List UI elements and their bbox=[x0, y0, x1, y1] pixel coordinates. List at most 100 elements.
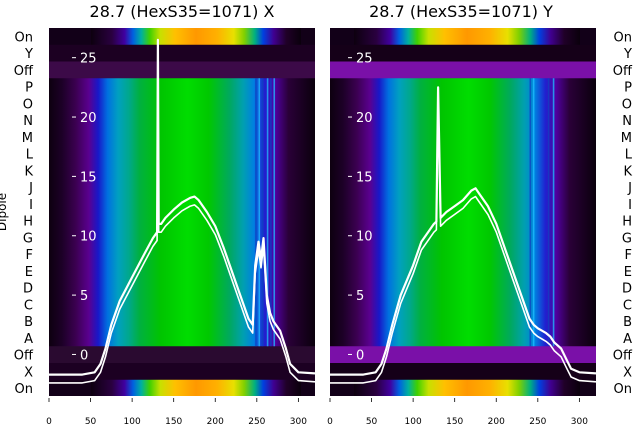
heatmap-row-x bbox=[330, 363, 596, 381]
heatmap-row-on bbox=[91, 379, 301, 396]
row-label: K bbox=[623, 164, 632, 179]
overlay-y-ticks: 0 5 10 15 20 25 bbox=[72, 52, 97, 363]
row-label: B bbox=[623, 315, 632, 330]
streak bbox=[529, 78, 532, 347]
row-label: I bbox=[628, 198, 632, 213]
heatmap-row-y bbox=[49, 44, 315, 63]
heatmap-row-j bbox=[49, 178, 315, 197]
row-label: P bbox=[624, 81, 632, 96]
x-tick-label: 50 bbox=[366, 417, 378, 427]
row-label: L bbox=[26, 148, 34, 163]
heatmap-row-o bbox=[49, 95, 315, 113]
row-label: Y bbox=[24, 47, 33, 62]
row-label: On bbox=[15, 30, 33, 45]
heatmap-row-h bbox=[330, 212, 596, 230]
x-tick-label: 200 bbox=[207, 417, 224, 427]
row-label: Y bbox=[623, 47, 632, 62]
overlay-tick-label: 10 bbox=[356, 230, 373, 245]
row-label: H bbox=[23, 215, 33, 230]
x-tick-label: 100 bbox=[405, 417, 422, 427]
x-tick-label: 0 bbox=[327, 417, 333, 427]
x-tick-label: 150 bbox=[446, 417, 463, 427]
heatmap-panel-y: 28.7 (HexS35=1071) Y On Y Off PONMLKJIHGFED… bbox=[327, 2, 633, 427]
heatmap-row-off bbox=[49, 346, 315, 364]
heatmap-row-c bbox=[49, 296, 315, 314]
overlay-curve bbox=[49, 38, 315, 376]
streak bbox=[547, 78, 550, 347]
overlay-tick-label: 5 bbox=[356, 289, 364, 304]
overlay-tick-label: 0 bbox=[80, 348, 88, 363]
overlay-curve-band bbox=[49, 47, 315, 384]
row-label: M bbox=[621, 131, 632, 146]
heatmap-streaks bbox=[529, 78, 555, 347]
streak bbox=[273, 78, 276, 347]
row-label: L bbox=[625, 148, 633, 163]
heatmap-cells bbox=[330, 28, 596, 396]
heatmap-row-n bbox=[49, 111, 315, 130]
row-label: I bbox=[29, 198, 33, 213]
overlay-tick-label: 25 bbox=[356, 52, 373, 67]
row-label: Off bbox=[613, 349, 633, 364]
overlay-tick-label: 15 bbox=[356, 170, 373, 185]
streak bbox=[261, 78, 264, 347]
row-label: M bbox=[22, 131, 33, 146]
row-label: On bbox=[15, 382, 33, 397]
x-tick-label: 50 bbox=[85, 417, 97, 427]
x-tick-label: 250 bbox=[248, 417, 265, 427]
heatmap-row-off bbox=[330, 346, 596, 364]
row-label: O bbox=[622, 97, 632, 112]
streak bbox=[255, 78, 257, 347]
heatmap-row-d bbox=[330, 279, 596, 297]
overlay-tick-label: 20 bbox=[356, 111, 373, 126]
streak bbox=[270, 78, 272, 347]
row-label: Off bbox=[613, 64, 633, 79]
heatmap-row-a bbox=[49, 329, 315, 347]
heatmap-row-b bbox=[49, 312, 315, 331]
row-label: E bbox=[624, 265, 632, 280]
heatmap-row-o bbox=[330, 95, 596, 113]
x-tick-label: 200 bbox=[488, 417, 505, 427]
heatmap-row-p bbox=[49, 78, 315, 96]
x-axis-ticks: 0 50 100 150 200 250 300 bbox=[327, 398, 588, 427]
row-label: On bbox=[614, 382, 632, 397]
chart-title: 28.7 (HexS35=1071) Y bbox=[369, 2, 553, 21]
heatmap-row-p bbox=[330, 78, 596, 96]
heatmap-row-i bbox=[49, 195, 315, 213]
heatmap-row-off bbox=[330, 61, 596, 79]
heatmap-row-off bbox=[49, 61, 315, 79]
row-label: G bbox=[622, 231, 632, 246]
streak bbox=[266, 78, 269, 347]
heatmap-row-on bbox=[354, 28, 580, 46]
row-label: N bbox=[23, 114, 33, 129]
row-label: F bbox=[625, 248, 632, 263]
heatmap-panel-x: 28.7 (HexS35=1071) X Dipole On Y Off PONMLK… bbox=[0, 2, 315, 427]
row-label: A bbox=[24, 332, 33, 347]
heatmap-row-g bbox=[49, 229, 315, 247]
overlay-tick-label: 15 bbox=[80, 170, 97, 185]
overlay-curve bbox=[330, 86, 596, 376]
row-label: J bbox=[627, 181, 632, 196]
heatmap-row-c bbox=[330, 296, 596, 314]
streak bbox=[258, 78, 261, 347]
overlay-tick-label: 20 bbox=[80, 111, 97, 126]
row-label: P bbox=[25, 81, 33, 96]
overlay-tick-label: 10 bbox=[80, 230, 97, 245]
row-label: Off bbox=[14, 64, 34, 79]
overlay-tick-label: 5 bbox=[80, 289, 88, 304]
heatmap-row-f bbox=[49, 245, 315, 264]
row-label: H bbox=[622, 215, 632, 230]
overlay-y-ticks: 0 5 10 15 20 25 bbox=[348, 52, 373, 363]
row-label: X bbox=[24, 365, 33, 380]
overlay-tick-label: 0 bbox=[356, 348, 364, 363]
heatmap-row-on bbox=[354, 379, 580, 396]
overlay-curve-band bbox=[330, 94, 596, 384]
heatmap-row-l bbox=[330, 145, 596, 163]
heatmap-row-m bbox=[330, 128, 596, 146]
row-label: O bbox=[23, 97, 33, 112]
heatmap-cells bbox=[49, 28, 315, 396]
heatmap-row-on bbox=[91, 28, 301, 46]
row-label: G bbox=[23, 231, 33, 246]
